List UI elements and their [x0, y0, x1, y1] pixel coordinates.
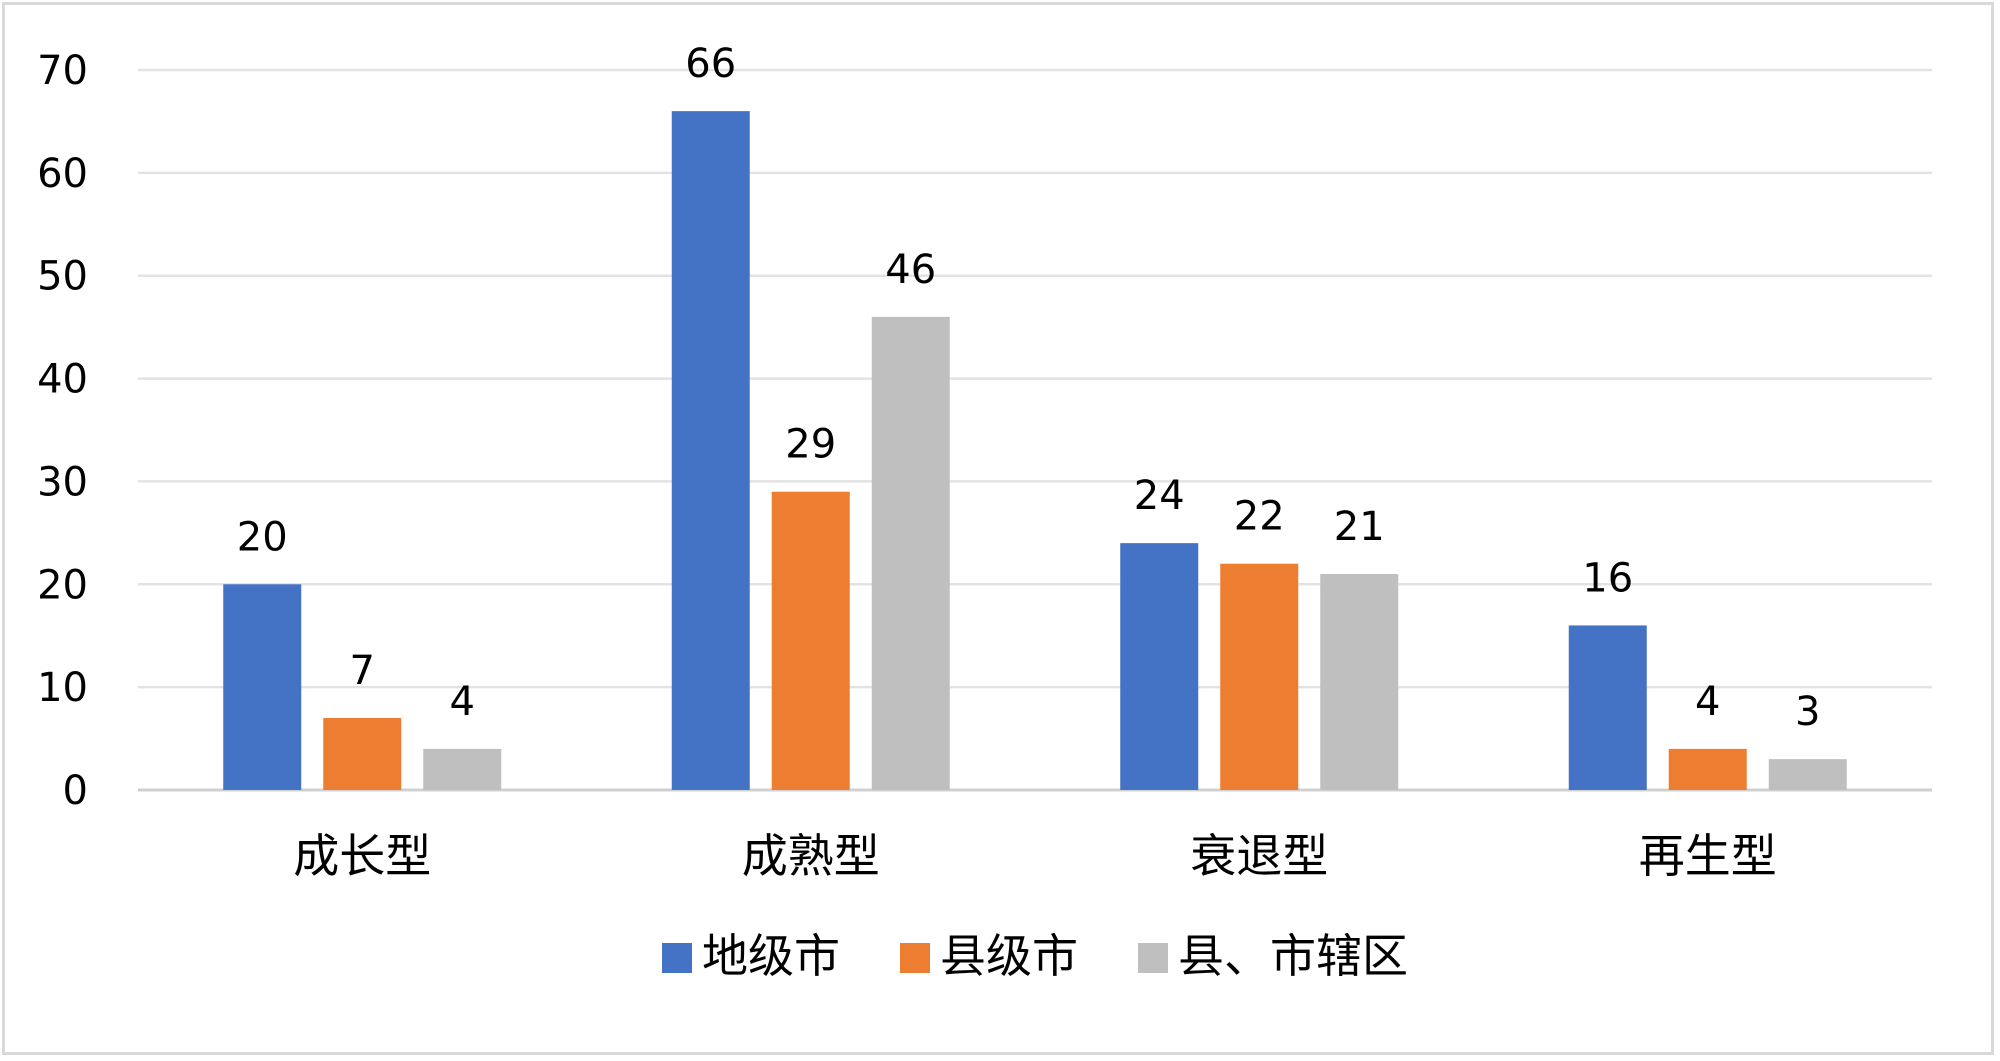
legend-swatch — [1138, 943, 1168, 973]
y-tick-label: 0 — [63, 768, 88, 814]
data-labels: 20 7 4 66 29 46 24 22 21 16 4 3 — [237, 41, 1821, 735]
legend-swatch — [662, 943, 692, 973]
bar — [1568, 625, 1647, 790]
bar — [671, 111, 750, 790]
data-label: 21 — [1334, 504, 1385, 550]
gridlines — [138, 68, 1932, 792]
bar — [771, 491, 850, 790]
x-category-label: 再生型 — [1639, 829, 1777, 883]
data-label: 22 — [1234, 494, 1285, 540]
legend: 地级市 县级市 县、市辖区 — [662, 929, 1408, 983]
bars — [223, 111, 1847, 790]
bar — [1220, 563, 1299, 790]
x-category-label: 衰退型 — [1190, 829, 1328, 883]
bar — [1668, 748, 1747, 790]
bar — [423, 748, 502, 790]
legend-swatch — [900, 943, 930, 973]
y-tick-label: 10 — [37, 665, 88, 711]
legend-label: 县级市 — [940, 929, 1078, 983]
data-label: 16 — [1582, 555, 1633, 601]
bar — [1320, 574, 1399, 790]
y-tick-label: 40 — [37, 357, 88, 403]
data-label: 7 — [350, 648, 375, 694]
y-axis-ticks: 0 10 20 30 40 50 60 70 — [37, 48, 88, 814]
y-tick-label: 50 — [37, 254, 88, 300]
data-label: 20 — [237, 514, 288, 560]
y-tick-label: 20 — [37, 562, 88, 608]
data-label: 29 — [785, 422, 836, 468]
data-label: 3 — [1795, 689, 1820, 735]
legend-label: 地级市 — [702, 929, 840, 983]
data-label: 66 — [685, 41, 736, 87]
bar — [1120, 543, 1199, 790]
data-label: 4 — [450, 679, 475, 725]
y-tick-label: 30 — [37, 459, 88, 505]
legend-label: 县、市辖区 — [1178, 929, 1408, 983]
data-label: 46 — [885, 247, 936, 293]
x-category-label: 成熟型 — [742, 829, 880, 883]
bar — [323, 718, 402, 790]
data-label: 4 — [1695, 679, 1720, 725]
bar — [871, 316, 950, 790]
bar — [223, 584, 302, 790]
y-tick-label: 60 — [37, 151, 88, 197]
x-category-label: 成长型 — [293, 829, 431, 883]
data-label: 24 — [1134, 473, 1185, 519]
bar — [1768, 759, 1847, 790]
x-axis-categories: 成长型 成熟型 衰退型 再生型 — [293, 829, 1777, 883]
y-tick-label: 70 — [37, 48, 88, 94]
